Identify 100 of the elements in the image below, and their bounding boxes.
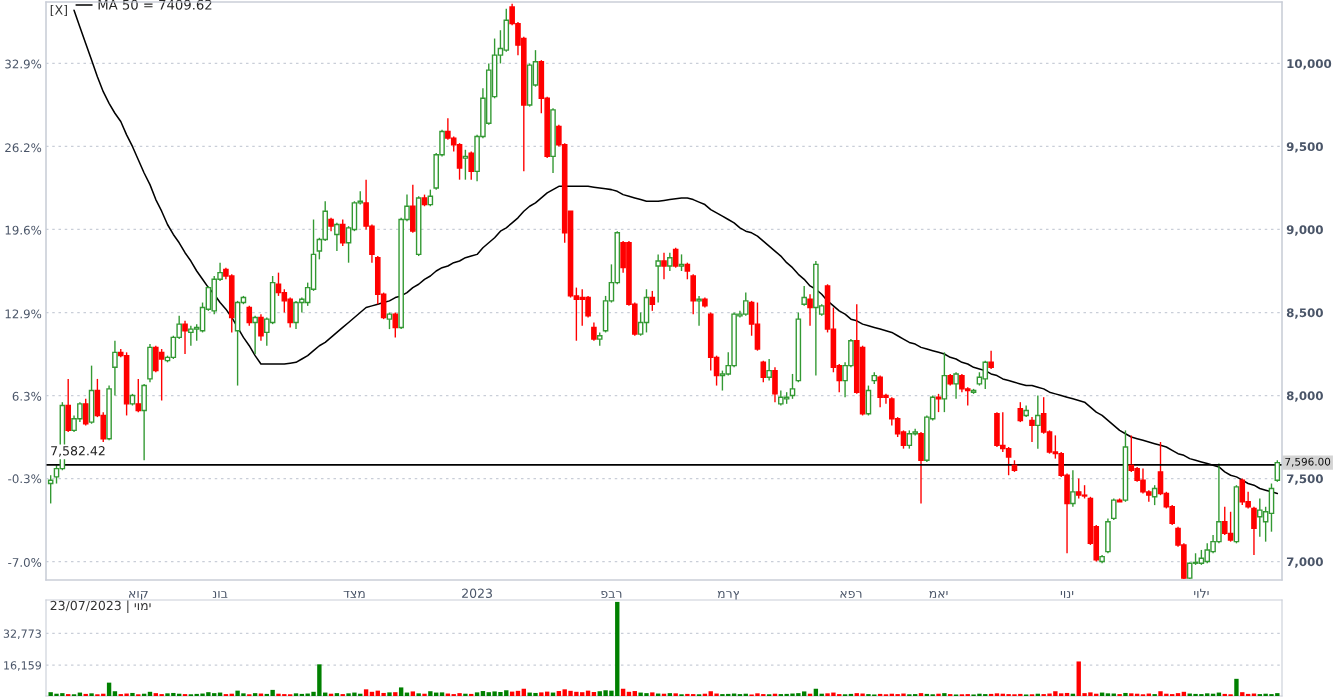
- candlestick: [591, 321, 597, 342]
- bar: [463, 693, 468, 696]
- candlestick: [112, 340, 118, 397]
- x-tick-label: מאי: [929, 590, 948, 598]
- bar: [1234, 678, 1239, 696]
- candlestick: [807, 293, 813, 327]
- candlestick: [468, 150, 475, 181]
- x-tick-label: מרץ: [717, 590, 739, 601]
- y-tick-label: 8,500: [1286, 308, 1323, 319]
- x-tick-label: יולי: [1194, 588, 1209, 598]
- x-tick-label: 2023: [462, 588, 492, 599]
- bar: [130, 692, 135, 696]
- y-tick-label: 9,500: [1286, 142, 1323, 153]
- y2-tick-label: 6.3%: [12, 391, 42, 401]
- candlestick: [672, 247, 679, 269]
- y-tick-label: 9,000: [1286, 225, 1323, 236]
- bar: [480, 691, 486, 696]
- bar: [293, 693, 299, 696]
- candlestick: [135, 378, 142, 413]
- x-tick-label: נוב: [212, 591, 228, 598]
- candlestick: [1274, 459, 1281, 483]
- candlestick: [258, 313, 264, 342]
- y2-tick-label: 26.2%: [5, 143, 42, 153]
- candlestick: [953, 371, 959, 400]
- x-tick-label: אפר: [840, 591, 862, 598]
- candlestick: [252, 315, 258, 355]
- candlestick: [1110, 497, 1117, 521]
- bar: [89, 693, 94, 696]
- bar: [416, 693, 421, 696]
- candlestick: [760, 359, 767, 383]
- bar: [363, 689, 369, 696]
- y2-tick-label: -0.3%: [8, 474, 42, 484]
- bar: [650, 692, 655, 696]
- candlestick: [801, 285, 807, 307]
- bar: [398, 687, 404, 696]
- y-tick-label: 16,159: [4, 661, 42, 671]
- y-tick-label: 32,773: [3, 629, 41, 639]
- bar: [918, 693, 924, 696]
- bar: [387, 692, 392, 696]
- bar: [393, 692, 398, 696]
- bar: [334, 693, 340, 696]
- candlestick: [246, 305, 253, 327]
- candlestick: [1151, 484, 1158, 506]
- bar: [474, 692, 480, 696]
- candlestick: [462, 149, 469, 181]
- candlestick: [392, 311, 399, 339]
- annotation: 23/07/2023 | יומי: [50, 600, 151, 613]
- y2-tick-label: 19.6%: [5, 225, 42, 235]
- bar: [673, 693, 678, 696]
- candlestick: [1035, 394, 1041, 450]
- candlestick: [1029, 416, 1035, 443]
- bar: [252, 693, 258, 696]
- y-tick-label: 7,500: [1286, 474, 1323, 485]
- candlestick: [661, 252, 667, 280]
- bar: [112, 691, 118, 696]
- x-tick-label: אוק: [129, 591, 148, 601]
- ref-line-label: 7,582.42: [51, 446, 105, 457]
- bar: [556, 691, 562, 696]
- y2-tick-label: -7.0%: [8, 557, 42, 567]
- legend-label: MA 50 = 7409.62: [98, 0, 212, 10]
- candlestick: [941, 351, 948, 413]
- x-tick-label: דצמ: [343, 590, 365, 598]
- bar: [1129, 693, 1134, 696]
- x-tick-label: פבר: [601, 591, 622, 598]
- candlestick: [667, 252, 673, 272]
- y-tick-label: 8,000: [1286, 391, 1323, 402]
- annotation: [X]: [50, 4, 67, 17]
- bar: [632, 691, 637, 696]
- bar: [994, 693, 1000, 696]
- y2-tick-label: 12.9%: [5, 309, 42, 319]
- candlestick: [182, 320, 188, 355]
- candlestick: [789, 373, 796, 400]
- candlestick: [1070, 469, 1076, 508]
- candlestick: [649, 290, 656, 312]
- candlestick: [82, 398, 89, 427]
- candlestick: [935, 393, 942, 413]
- candlestick: [1251, 506, 1257, 556]
- candlestick: [772, 366, 778, 403]
- candlestick: [339, 218, 346, 247]
- bar: [1064, 692, 1070, 696]
- bar: [422, 693, 427, 696]
- bar: [1240, 692, 1245, 696]
- bar: [1123, 692, 1128, 696]
- bar: [942, 693, 947, 696]
- x-tick-label: יוני: [1060, 591, 1074, 598]
- candlestick: [696, 295, 702, 327]
- y2-tick-label: 32.9%: [5, 59, 42, 69]
- candlestick: [655, 253, 661, 304]
- bar: [1175, 693, 1181, 696]
- candlestick: [1017, 401, 1024, 423]
- y-tick-label: 7,000: [1286, 557, 1323, 568]
- candlestick: [988, 349, 994, 370]
- y-tick-label: 10,000: [1287, 59, 1332, 70]
- bar: [1105, 693, 1111, 696]
- candlestick: [334, 222, 340, 252]
- bar: [439, 692, 445, 696]
- bar: [667, 693, 673, 696]
- candlestick: [766, 358, 772, 382]
- text: 7,596.00: [1285, 457, 1331, 467]
- bar: [936, 693, 941, 696]
